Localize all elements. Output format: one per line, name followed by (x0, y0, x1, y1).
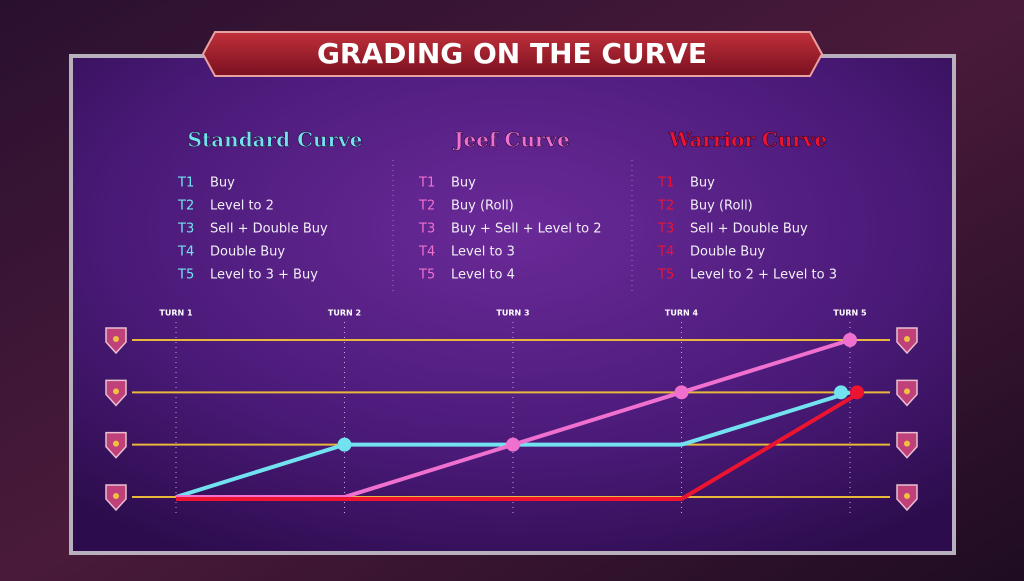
step-turn: T5 (418, 268, 435, 283)
shield-gem (113, 336, 119, 342)
step-turn: T5 (177, 268, 194, 283)
tier-shield (896, 327, 918, 355)
shield-gem (113, 388, 119, 395)
x-tick-label: TURN 2 (328, 309, 361, 318)
curve-point (337, 437, 352, 452)
column-heading: Warrior Curve (668, 128, 828, 152)
step-turn: T4 (657, 245, 674, 260)
tier-shield (896, 431, 918, 459)
step-turn: T1 (418, 176, 435, 191)
column-heading: Jeef Curve (452, 128, 570, 152)
step-action: Double Buy (690, 245, 765, 260)
shield-gem (904, 493, 910, 499)
plans: Standard Curve T1 Buy T2 Level to 2 T3 Sell + … (177, 127, 837, 283)
x-tick-label: TURN 5 (833, 309, 867, 318)
step-action: Level to 2 (210, 199, 274, 214)
panel (69, 54, 956, 555)
title: GRADING ON THE CURVE (317, 37, 707, 70)
step-action: Double Buy (210, 245, 285, 260)
step-turn: T4 (418, 245, 435, 260)
step-action: Buy (210, 176, 235, 191)
chart: TURN 1 TURN 2 TURN 3 TURN 4 TURN 5 (105, 309, 918, 515)
step-turn: T5 (657, 268, 674, 283)
step-action: Sell + Double Buy (690, 222, 808, 237)
tier-shield (896, 379, 918, 407)
tier-shield (105, 327, 127, 355)
column-heading: Standard Curve (188, 128, 363, 152)
step-turn: T2 (418, 199, 435, 214)
title-banner (201, 31, 824, 77)
step-action: Buy (690, 176, 715, 191)
step-action: Buy (Roll) (451, 199, 514, 214)
step-turn: T2 (657, 199, 674, 214)
step-action: Level to 4 (451, 268, 515, 283)
step-turn: T2 (177, 199, 194, 214)
curve-point (674, 385, 689, 400)
shield-gem (113, 440, 119, 447)
tier-shield (105, 431, 127, 459)
step-action: Sell + Double Buy (210, 222, 328, 237)
curve-point (506, 437, 520, 452)
step-turn: T3 (177, 222, 194, 237)
curve-point (843, 333, 857, 347)
step-turn: T1 (177, 176, 194, 191)
tier-shield (105, 379, 127, 407)
tier-shield (105, 484, 127, 512)
curve-point (850, 385, 864, 400)
shield-gem (113, 493, 119, 499)
step-turn: T4 (177, 245, 194, 260)
tier-shield (896, 484, 918, 512)
step-turn: T3 (418, 222, 435, 237)
step-turn: T1 (657, 176, 674, 191)
shield-gem (904, 440, 910, 447)
x-tick-label: TURN 1 (159, 309, 193, 318)
step-action: Level to 3 (451, 245, 515, 260)
step-action: Level to 3 + Buy (210, 268, 318, 283)
curve-point (834, 385, 848, 400)
step-action: Level to 2 + Level to 3 (690, 268, 837, 283)
curve-line (176, 392, 859, 501)
step-action: Buy (Roll) (690, 199, 753, 214)
shield-gem (904, 388, 910, 395)
step-action: Buy + Sell + Level to 2 (451, 222, 602, 237)
x-tick-label: TURN 3 (496, 309, 529, 318)
shield-gem (904, 336, 910, 342)
x-tick-label: TURN 4 (665, 309, 699, 318)
step-action: Buy (451, 176, 476, 191)
step-turn: T3 (657, 222, 674, 237)
